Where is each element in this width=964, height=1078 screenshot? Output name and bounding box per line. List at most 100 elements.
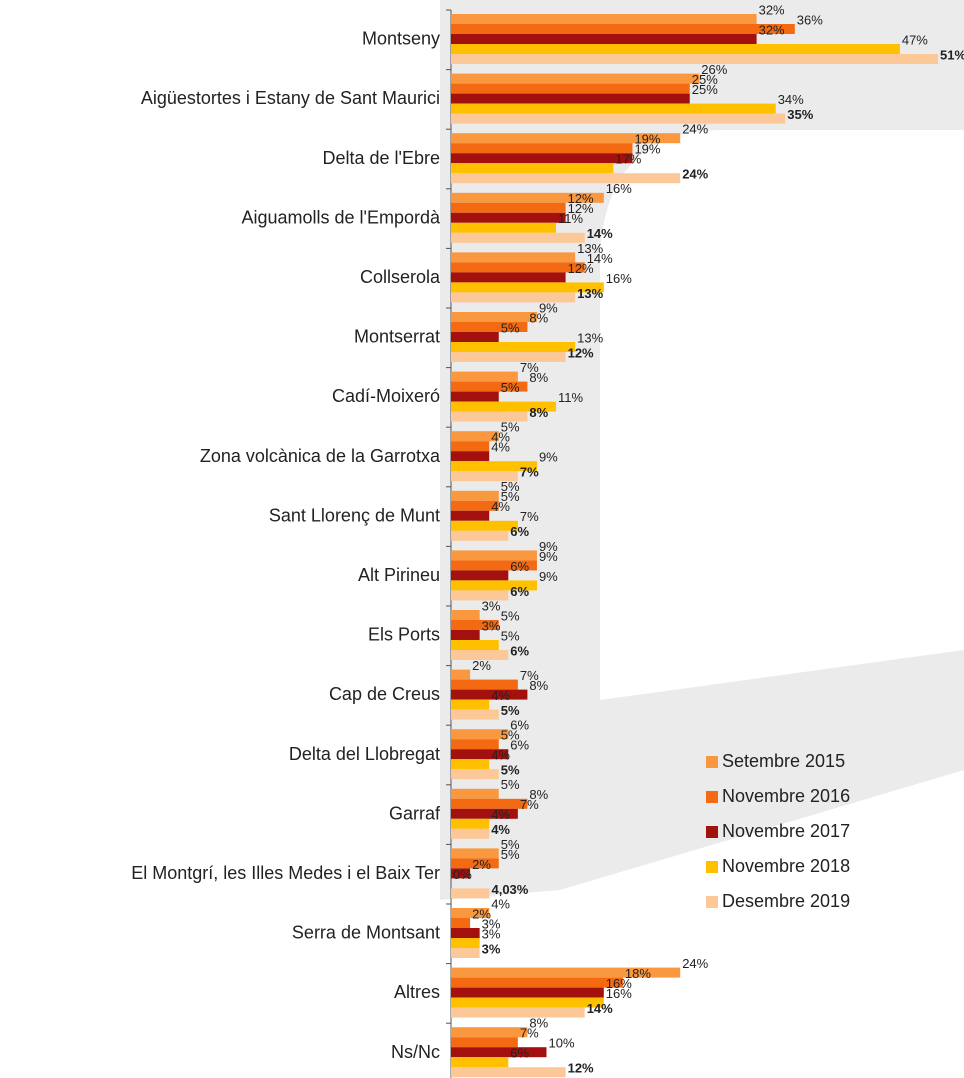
category-label: Serra de Montsant: [292, 923, 440, 943]
value-label: 9%: [539, 300, 558, 315]
bar: [451, 987, 604, 998]
bar: [451, 451, 490, 462]
bar: [451, 212, 566, 223]
legend-swatch: [706, 826, 718, 838]
bar: [451, 640, 499, 650]
value-label: 6%: [510, 524, 529, 539]
category-label: Zona volcànica de la Garrotxa: [200, 446, 441, 466]
bar: [451, 103, 776, 114]
value-label: 24%: [682, 122, 708, 137]
bar: [451, 1007, 585, 1018]
category-label: Sant Llorenç de Munt: [269, 505, 440, 525]
value-label: 5%: [501, 489, 520, 504]
category-label: Alt Pirineu: [358, 565, 440, 585]
category-label: Montseny: [362, 29, 440, 49]
value-label: 3%: [482, 926, 501, 941]
value-label: 7%: [520, 668, 539, 683]
value-label: 4%: [491, 430, 510, 445]
bar: [451, 371, 518, 382]
value-label: 4%: [491, 748, 510, 763]
value-label: 32%: [759, 2, 785, 17]
bar: [451, 868, 471, 879]
bar: [451, 808, 518, 819]
bar: [451, 769, 499, 780]
bar: [451, 133, 681, 144]
category-label: Cadí-Moixeró: [332, 386, 440, 406]
bar: [451, 689, 528, 700]
bar: [451, 24, 795, 34]
value-label: 7%: [520, 1026, 539, 1041]
value-label: 24%: [682, 167, 708, 182]
category-label: Montserrat: [354, 327, 440, 347]
bar: [451, 948, 480, 958]
value-label: 25%: [692, 72, 718, 87]
bar: [451, 401, 557, 412]
bar: [451, 938, 480, 948]
bar: [451, 173, 681, 184]
bar: [451, 1067, 566, 1078]
value-label: 19%: [634, 142, 660, 157]
bar: [451, 153, 633, 164]
category-label: Ns/Nc: [391, 1042, 440, 1062]
legend-swatch: [706, 896, 718, 908]
category-label: Delta de l'Ebre: [322, 148, 440, 168]
bar: [451, 312, 537, 322]
value-label: 5%: [501, 420, 520, 435]
value-label: 8%: [529, 405, 548, 420]
bar: [451, 630, 480, 640]
value-label: 8%: [529, 678, 548, 693]
bar: [451, 272, 566, 283]
value-label: 2%: [472, 906, 491, 921]
value-label: 5%: [501, 777, 520, 792]
value-label: 6%: [510, 559, 529, 574]
value-label: 8%: [529, 370, 548, 385]
bar: [451, 14, 757, 24]
bar: [451, 83, 690, 94]
category-label: Garraf: [389, 803, 441, 823]
value-label: 6%: [510, 1046, 529, 1061]
value-label: 14%: [587, 251, 613, 266]
value-label: 10%: [549, 1036, 575, 1051]
bar: [451, 520, 518, 531]
value-label: 12%: [568, 191, 594, 206]
bar: [451, 44, 900, 54]
value-label: 19%: [634, 132, 660, 147]
legend-label: Novembre 2018: [722, 856, 850, 876]
category-label: Delta del Llobregat: [289, 744, 440, 764]
value-label: 6%: [510, 643, 529, 658]
category-label: Aiguamolls de l'Empordà: [241, 207, 441, 227]
category-label: Cap de Creus: [329, 684, 440, 704]
bar: [451, 143, 633, 154]
value-label: 7%: [520, 509, 539, 524]
bar: [451, 232, 585, 243]
bar: [451, 34, 757, 44]
bar: [451, 848, 499, 859]
value-label: 5%: [501, 728, 520, 743]
value-label: 4%: [491, 822, 510, 837]
value-label: 13%: [577, 241, 603, 256]
bar: [451, 252, 576, 263]
value-label: 9%: [539, 450, 558, 465]
bar: [451, 858, 499, 869]
category-label: Aigüestortes i Estany de Sant Maurici: [141, 88, 440, 108]
legend-label: Setembre 2015: [722, 751, 845, 771]
value-label: 5%: [501, 320, 520, 335]
value-label: 6%: [510, 584, 529, 599]
value-label: 11%: [558, 390, 583, 405]
value-label: 3%: [482, 598, 501, 613]
watermark: [440, 0, 964, 900]
bar: [451, 262, 585, 273]
value-label: 4%: [491, 688, 510, 703]
value-label: 11%: [558, 211, 583, 226]
bar: [451, 1047, 547, 1058]
bar: [451, 798, 528, 809]
value-label: 5%: [501, 608, 520, 623]
value-label: 12%: [568, 261, 594, 276]
value-label: 4%: [491, 499, 510, 514]
bar: [451, 352, 566, 362]
category-label: Altres: [394, 982, 440, 1002]
value-label: 16%: [606, 271, 632, 286]
bar: [451, 918, 471, 928]
category-label: El Montgrí, les Illes Medes i el Baix Te…: [131, 863, 440, 883]
